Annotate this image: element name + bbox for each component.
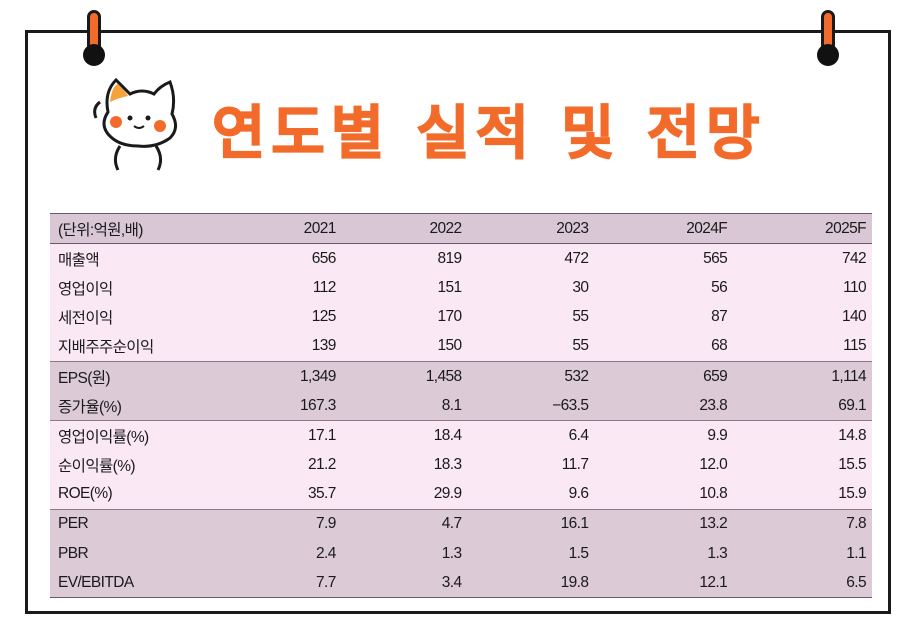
row-label: PBR — [50, 539, 216, 569]
cell: −63.5 — [467, 391, 595, 421]
cell: 29.9 — [341, 479, 468, 510]
cell: 2.4 — [216, 539, 342, 569]
cell: 140 — [733, 302, 872, 332]
cell: 742 — [733, 243, 872, 274]
cell: 15.9 — [733, 479, 872, 510]
row-label: 매출액 — [50, 243, 216, 274]
cell: 12.1 — [594, 568, 734, 599]
cell: 9.9 — [594, 420, 734, 451]
cell: 30 — [467, 273, 595, 303]
cell: 14.8 — [733, 420, 872, 451]
cell: 13.2 — [594, 508, 734, 540]
cell: 7.9 — [216, 508, 342, 540]
cell: 112 — [216, 273, 342, 303]
row-label: 지배주주순이익 — [50, 331, 216, 362]
cell: 4.7 — [341, 508, 468, 540]
table-row: 매출액 656 819 472 565 742 — [50, 243, 872, 274]
table-row: 증가율(%) 167.3 8.1 −63.5 23.8 69.1 — [50, 391, 872, 421]
cell: 12.0 — [594, 450, 734, 480]
table-header-row: (단위:억원,배) 2021 2022 2023 2024F 2025F — [50, 212, 872, 245]
table-row: ROE(%) 35.7 29.9 9.6 10.8 15.9 — [50, 479, 872, 510]
row-label: PER — [50, 508, 216, 540]
cell: 7.8 — [733, 508, 872, 540]
header-2024f: 2024F — [594, 212, 734, 245]
row-label: 영업이익 — [50, 273, 216, 303]
cell: 170 — [341, 302, 468, 332]
cell: 15.5 — [733, 450, 872, 480]
cell: 3.4 — [341, 568, 468, 599]
cell: 1.5 — [467, 539, 595, 569]
cell: 19.8 — [467, 568, 595, 599]
cell: 565 — [594, 243, 734, 274]
row-label: 순이익률(%) — [50, 450, 216, 480]
header-2022: 2022 — [341, 212, 468, 245]
row-label: 영업이익률(%) — [50, 420, 216, 451]
cell: 115 — [733, 331, 872, 362]
cell: 6.4 — [467, 420, 595, 451]
table-row: EPS(원) 1,349 1,458 532 659 1,114 — [50, 360, 872, 392]
row-label: 증가율(%) — [50, 391, 216, 421]
table-row: 순이익률(%) 21.2 18.3 11.7 12.0 15.5 — [50, 450, 872, 480]
cell: 16.1 — [467, 508, 595, 540]
cell: 17.1 — [216, 420, 342, 451]
row-label: ROE(%) — [50, 479, 216, 510]
table-row: EV/EBITDA 7.7 3.4 19.8 12.1 6.5 — [50, 568, 872, 599]
cat-mascot-icon — [93, 77, 177, 171]
cell: 139 — [216, 331, 342, 362]
cell: 1,458 — [341, 360, 468, 392]
left-pin-head — [83, 44, 105, 66]
cell: 472 — [467, 243, 595, 274]
header-2025f: 2025F — [733, 212, 872, 245]
cell: 1.3 — [341, 539, 468, 569]
cell: 21.2 — [216, 450, 342, 480]
right-pin-head — [817, 44, 839, 66]
cell: 150 — [341, 331, 468, 362]
cell: 87 — [594, 302, 734, 332]
cell: 35.7 — [216, 479, 342, 510]
cell: 6.5 — [733, 568, 872, 599]
cell: 8.1 — [341, 391, 468, 421]
cell: 69.1 — [733, 391, 872, 421]
header-unit: (단위:억원,배) — [50, 212, 216, 245]
cell: 7.7 — [216, 568, 342, 599]
cell: 110 — [733, 273, 872, 303]
page-title: 연도별 실적 및 전망 — [211, 98, 766, 168]
cell: 23.8 — [594, 391, 734, 421]
cell: 10.8 — [594, 479, 734, 510]
header-2021: 2021 — [216, 212, 342, 245]
cell: 9.6 — [467, 479, 595, 510]
cell: 18.3 — [341, 450, 468, 480]
table-row: PBR 2.4 1.3 1.5 1.3 1.1 — [50, 539, 872, 569]
row-label: EV/EBITDA — [50, 568, 216, 599]
cell: 55 — [467, 331, 595, 362]
row-label: EPS(원) — [50, 360, 216, 392]
cell: 56 — [594, 273, 734, 303]
cell: 11.7 — [467, 450, 595, 480]
cell: 18.4 — [341, 420, 468, 451]
cell: 125 — [216, 302, 342, 332]
cell: 1,349 — [216, 360, 342, 392]
cell: 1,114 — [733, 360, 872, 392]
cell: 819 — [341, 243, 468, 274]
table-row: 세전이익 125 170 55 87 140 — [50, 302, 872, 332]
table-row: 지배주주순이익 139 150 55 68 115 — [50, 331, 872, 362]
table-row: PER 7.9 4.7 16.1 13.2 7.8 — [50, 508, 872, 540]
cell: 1.3 — [594, 539, 734, 569]
cell: 151 — [341, 273, 468, 303]
cell: 656 — [216, 243, 342, 274]
cell: 68 — [594, 331, 734, 362]
cell: 55 — [467, 302, 595, 332]
cell: 167.3 — [216, 391, 342, 421]
table-row: 영업이익 112 151 30 56 110 — [50, 273, 872, 303]
cell: 1.1 — [733, 539, 872, 569]
financial-table: (단위:억원,배) 2021 2022 2023 2024F 2025F 매출액… — [50, 212, 872, 599]
table-row: 영업이익률(%) 17.1 18.4 6.4 9.9 14.8 — [50, 420, 872, 451]
header-2023: 2023 — [467, 212, 595, 245]
cell: 659 — [594, 360, 734, 392]
cell: 532 — [467, 360, 595, 392]
row-label: 세전이익 — [50, 302, 216, 332]
